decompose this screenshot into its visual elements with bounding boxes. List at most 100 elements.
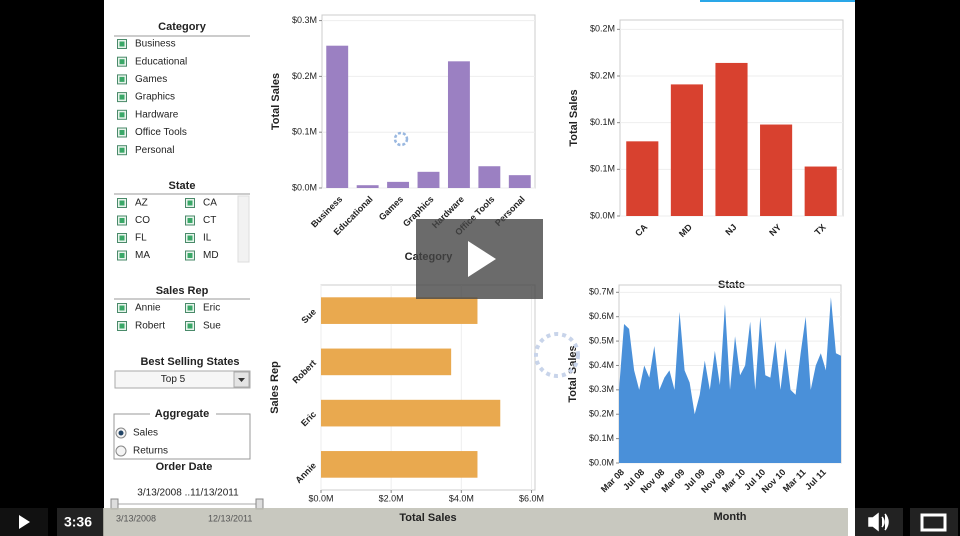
y-tick-label: $0.0M xyxy=(292,182,317,192)
fullscreen-icon xyxy=(920,513,947,532)
fieldset-gap xyxy=(150,408,216,420)
y-tick-label: $0.1M xyxy=(590,117,615,127)
progress-bar[interactable] xyxy=(103,508,848,536)
checkbox-mark xyxy=(119,200,125,206)
bar[interactable] xyxy=(626,141,659,216)
scrollbar[interactable] xyxy=(237,195,250,263)
bar[interactable] xyxy=(326,45,349,189)
bar[interactable] xyxy=(387,181,410,188)
checkbox-mark xyxy=(119,112,125,118)
checkbox-label: MD xyxy=(203,250,219,261)
y-tick-label: $0.1M xyxy=(292,127,317,137)
bar[interactable] xyxy=(715,62,748,216)
y-tick-label: $0.2M xyxy=(589,409,614,419)
bar[interactable] xyxy=(760,124,793,216)
checkbox-mark xyxy=(119,147,125,153)
y-tick-label: $0.2M xyxy=(292,71,317,81)
checkbox-label: Eric xyxy=(203,303,220,314)
checkbox-mark xyxy=(187,305,193,311)
section-title: Order Date xyxy=(156,461,213,473)
bar[interactable] xyxy=(447,61,470,189)
section-title: Best Selling States xyxy=(140,356,239,368)
y-tick-label: $0.7M xyxy=(589,287,614,297)
checkbox-label: Hardware xyxy=(135,109,179,120)
fullscreen-button[interactable] xyxy=(910,508,958,536)
y-tick-label: $0.2M xyxy=(590,70,615,80)
checkbox-mark xyxy=(187,235,193,241)
section-title: Sales Rep xyxy=(156,285,209,297)
bar[interactable] xyxy=(321,297,478,324)
checkbox-mark xyxy=(119,235,125,241)
bar[interactable] xyxy=(670,84,703,217)
x-tick-label: $0.0M xyxy=(308,493,333,503)
spinner xyxy=(534,332,580,378)
bar[interactable] xyxy=(356,185,379,188)
y-tick-label: $0.4M xyxy=(589,360,614,370)
y-tick-label: $0.2M xyxy=(590,24,615,34)
spinner xyxy=(393,131,409,147)
radio-label: Returns xyxy=(133,446,168,457)
checkbox-label: Educational xyxy=(135,56,187,67)
y-tick-label: $0.3M xyxy=(292,15,317,25)
y-axis-label: Total Sales xyxy=(568,89,580,146)
y-tick-label: $0.5M xyxy=(589,335,614,345)
x-tick-label: $4.0M xyxy=(449,493,474,503)
y-tick-label: $0.0M xyxy=(589,457,614,467)
dropdown-value: Top 5 xyxy=(161,374,186,385)
y-tick-label: $0.0M xyxy=(590,210,615,220)
checkbox-label: Games xyxy=(135,74,167,85)
section-title: State xyxy=(169,180,196,192)
bar[interactable] xyxy=(321,451,478,478)
checkbox-mark xyxy=(119,41,125,47)
volume-button[interactable] xyxy=(855,508,903,536)
y-tick-label: $0.3M xyxy=(589,384,614,394)
checkbox-label: Robert xyxy=(135,321,165,332)
checkbox-label: AZ xyxy=(135,198,148,209)
dropdown[interactable] xyxy=(114,370,251,389)
checkbox-mark xyxy=(119,94,125,100)
slider-handle[interactable] xyxy=(110,498,119,510)
y-tick-label: $0.1M xyxy=(590,164,615,174)
checkbox-label: IL xyxy=(203,233,212,244)
bar[interactable] xyxy=(508,175,531,188)
bar[interactable] xyxy=(804,166,837,216)
radio-label: Sales xyxy=(133,428,158,439)
y-axis-label: Total Sales xyxy=(567,345,579,402)
volume-icon xyxy=(868,512,889,532)
radio[interactable] xyxy=(115,445,127,457)
area[interactable] xyxy=(619,297,841,463)
checkbox-mark xyxy=(187,218,193,223)
checkbox-mark xyxy=(119,253,125,258)
checkbox-label: Office Tools xyxy=(135,127,187,138)
date-range: 3/13/2008 ..11/13/2011 xyxy=(137,488,239,499)
checkbox-mark xyxy=(119,305,125,311)
y-tick-label: $0.6M xyxy=(589,311,614,321)
time: 3:36 xyxy=(64,514,92,530)
x-axis-label: Month xyxy=(714,511,747,523)
dropdown-arrow xyxy=(238,378,245,382)
checkbox-mark xyxy=(119,218,125,223)
checkbox-mark xyxy=(119,76,125,82)
checkbox-label: CT xyxy=(203,215,216,226)
checkbox-label: CA xyxy=(203,198,217,209)
y-tick-label: $0.1M xyxy=(589,433,614,443)
checkbox-label: MA xyxy=(135,250,150,261)
bar[interactable] xyxy=(321,399,501,427)
x-tick-label: $6.0M xyxy=(519,493,544,503)
play-icon xyxy=(19,515,30,529)
slider-handle[interactable] xyxy=(255,498,264,510)
checkbox-mark xyxy=(119,130,125,135)
bar[interactable] xyxy=(417,171,440,188)
checkbox-label: FL xyxy=(135,233,147,244)
checkbox-mark xyxy=(187,323,193,329)
checkbox-label: Sue xyxy=(203,321,221,332)
section-title: Aggregate xyxy=(155,408,209,420)
checkbox-mark xyxy=(187,253,193,258)
bar[interactable] xyxy=(321,348,452,376)
bar[interactable] xyxy=(478,166,501,188)
y-axis-label: Total Sales xyxy=(270,73,282,130)
checkbox-label: Annie xyxy=(135,303,161,314)
time-box xyxy=(57,508,103,536)
x-tick-label: $2.0M xyxy=(379,493,404,503)
